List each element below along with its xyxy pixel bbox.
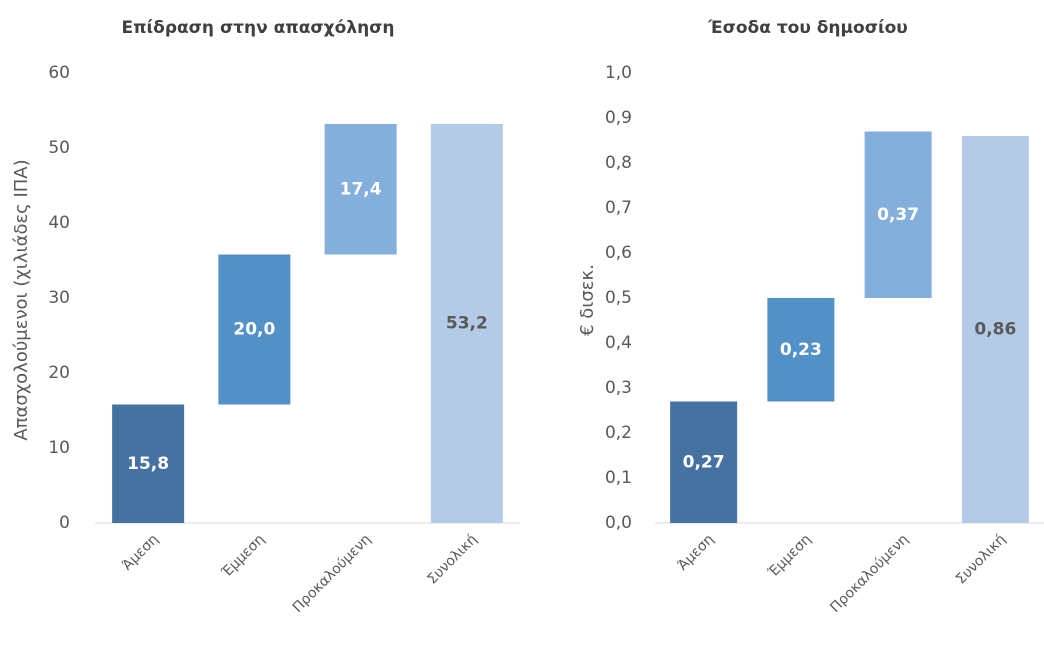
y-tick-label: 40: [48, 213, 70, 233]
value-label: 0,27: [683, 452, 725, 472]
bar: [430, 124, 503, 523]
y-tick-label: 1,0: [605, 63, 632, 83]
x-tick-label: Έμμεση: [218, 531, 268, 581]
y-tick-label: 60: [48, 63, 70, 83]
x-tick-label: Συνολική: [424, 531, 480, 587]
chart-title: Έσοδα του δημοσίου: [707, 18, 908, 38]
value-label: 0,23: [780, 340, 822, 360]
value-label: 20,0: [233, 320, 275, 340]
y-tick-label: 30: [48, 288, 70, 308]
x-tick-label: Προκαλούμενη: [290, 531, 375, 616]
bar: [324, 124, 397, 255]
value-label: 0,86: [974, 320, 1016, 340]
y-tick-label: 0,6: [605, 243, 632, 263]
y-tick-label: 0,0: [605, 513, 632, 533]
bar: [670, 401, 738, 523]
value-label: 17,4: [340, 179, 382, 199]
y-tick-label: 0: [59, 513, 70, 533]
x-tick-label: Συνολική: [953, 531, 1009, 587]
bar: [218, 254, 291, 405]
bar: [767, 298, 835, 402]
value-label: 15,8: [127, 454, 169, 474]
y-axis-title: Απασχολούμενοι (χιλιάδες ΙΠΑ): [11, 159, 32, 440]
chart-title: Επίδραση στην απασχόληση: [121, 18, 394, 38]
bar: [864, 131, 932, 298]
y-tick-label: 0,7: [605, 198, 632, 218]
x-tick-label: Προκαλούμενη: [827, 531, 912, 616]
value-label: 0,37: [877, 205, 919, 225]
y-tick-label: 0,4: [605, 333, 632, 353]
x-tick-label: Έμμεση: [765, 531, 815, 581]
value-label: 53,2: [446, 314, 488, 334]
y-axis-title: € δισεκ.: [577, 264, 598, 336]
y-tick-label: 10: [48, 438, 70, 458]
y-tick-label: 0,5: [605, 288, 632, 308]
y-tick-label: 0,2: [605, 423, 632, 443]
y-tick-label: 20: [48, 363, 70, 383]
bar: [961, 136, 1029, 523]
y-tick-label: 0,9: [605, 108, 632, 128]
y-tick-label: 0,3: [605, 378, 632, 398]
y-tick-label: 50: [48, 138, 70, 158]
x-tick-label: Άμεση: [675, 531, 717, 573]
x-tick-label: Άμεση: [119, 531, 161, 573]
y-tick-label: 0,8: [605, 153, 632, 173]
bar: [112, 404, 185, 523]
y-tick-label: 0,1: [605, 468, 632, 488]
